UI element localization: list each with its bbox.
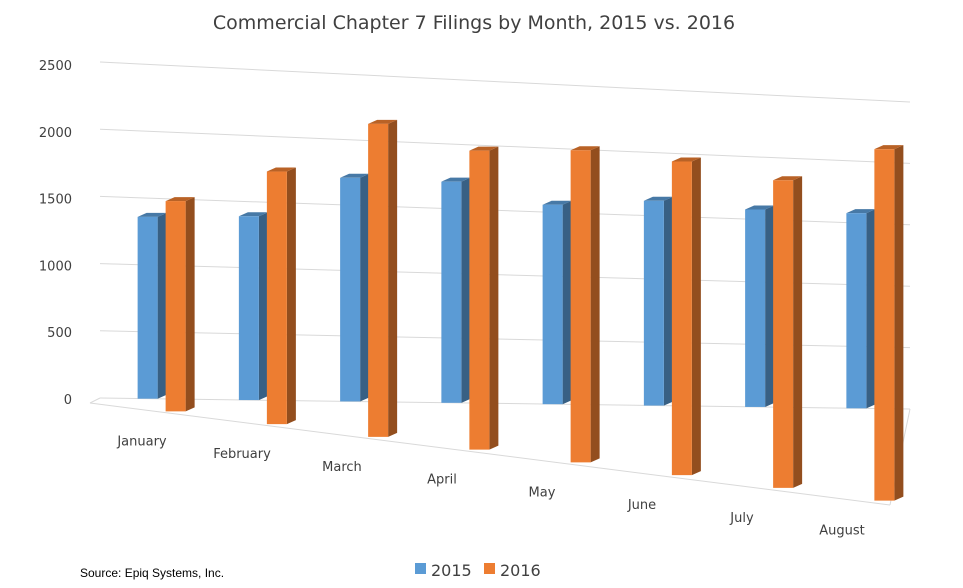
x-tick-label: February	[213, 447, 271, 462]
source-note: Source: Epiq Systems, Inc.	[80, 566, 224, 580]
bar-2016-july	[773, 176, 803, 488]
bar-2016-june	[671, 157, 701, 476]
x-tick-label: June	[627, 498, 656, 513]
bar-2016-april	[469, 146, 499, 450]
bar-2015-march	[340, 173, 370, 402]
chart-title: Commercial Chapter 7 Filings by Month, 2…	[213, 12, 735, 34]
legend: 2015 2016	[415, 561, 541, 580]
bar-2016-august	[874, 145, 904, 501]
bar-2015-july	[745, 205, 775, 407]
y-tick-label: 1500	[39, 193, 72, 208]
x-tick-label: April	[427, 473, 457, 488]
bar-2015-june	[643, 196, 673, 406]
bar-2015-august	[846, 209, 876, 409]
y-axis-ticks: 0 500 1000 1500 2000 2500	[39, 59, 72, 408]
bar-2016-march	[368, 119, 398, 437]
x-axis-ticks: January February March April May June July Augu…	[116, 434, 864, 538]
y-tick-label: 500	[47, 326, 72, 341]
x-tick-label: May	[529, 485, 556, 500]
gridline-5	[99, 61, 911, 103]
y-tick-label: 2500	[39, 59, 72, 74]
legend-swatch-2015	[415, 563, 426, 574]
bar-2016-may	[570, 146, 600, 463]
x-tick-label: March	[322, 460, 362, 475]
floor-edge-front	[89, 402, 891, 506]
y-tick-label: 1000	[39, 259, 72, 274]
legend-label-2016: 2016	[500, 561, 541, 580]
floor-edge-left	[89, 397, 101, 404]
y-tick-label: 0	[64, 393, 72, 408]
bar-2015-january	[137, 212, 167, 399]
x-tick-label: July	[729, 511, 754, 526]
gridline-4	[99, 128, 911, 164]
legend-label-2015: 2015	[431, 561, 472, 580]
bars	[137, 119, 904, 501]
x-tick-label: January	[116, 434, 167, 449]
bar-2015-may	[542, 200, 572, 405]
y-tick-label: 2000	[39, 126, 72, 141]
bar-2016-february	[266, 167, 296, 425]
x-tick-label: August	[819, 524, 865, 539]
bar-2016-january	[165, 197, 195, 412]
bar-2015-february	[238, 212, 268, 401]
legend-swatch-2016	[484, 563, 495, 574]
bar-2015-april	[441, 177, 471, 403]
